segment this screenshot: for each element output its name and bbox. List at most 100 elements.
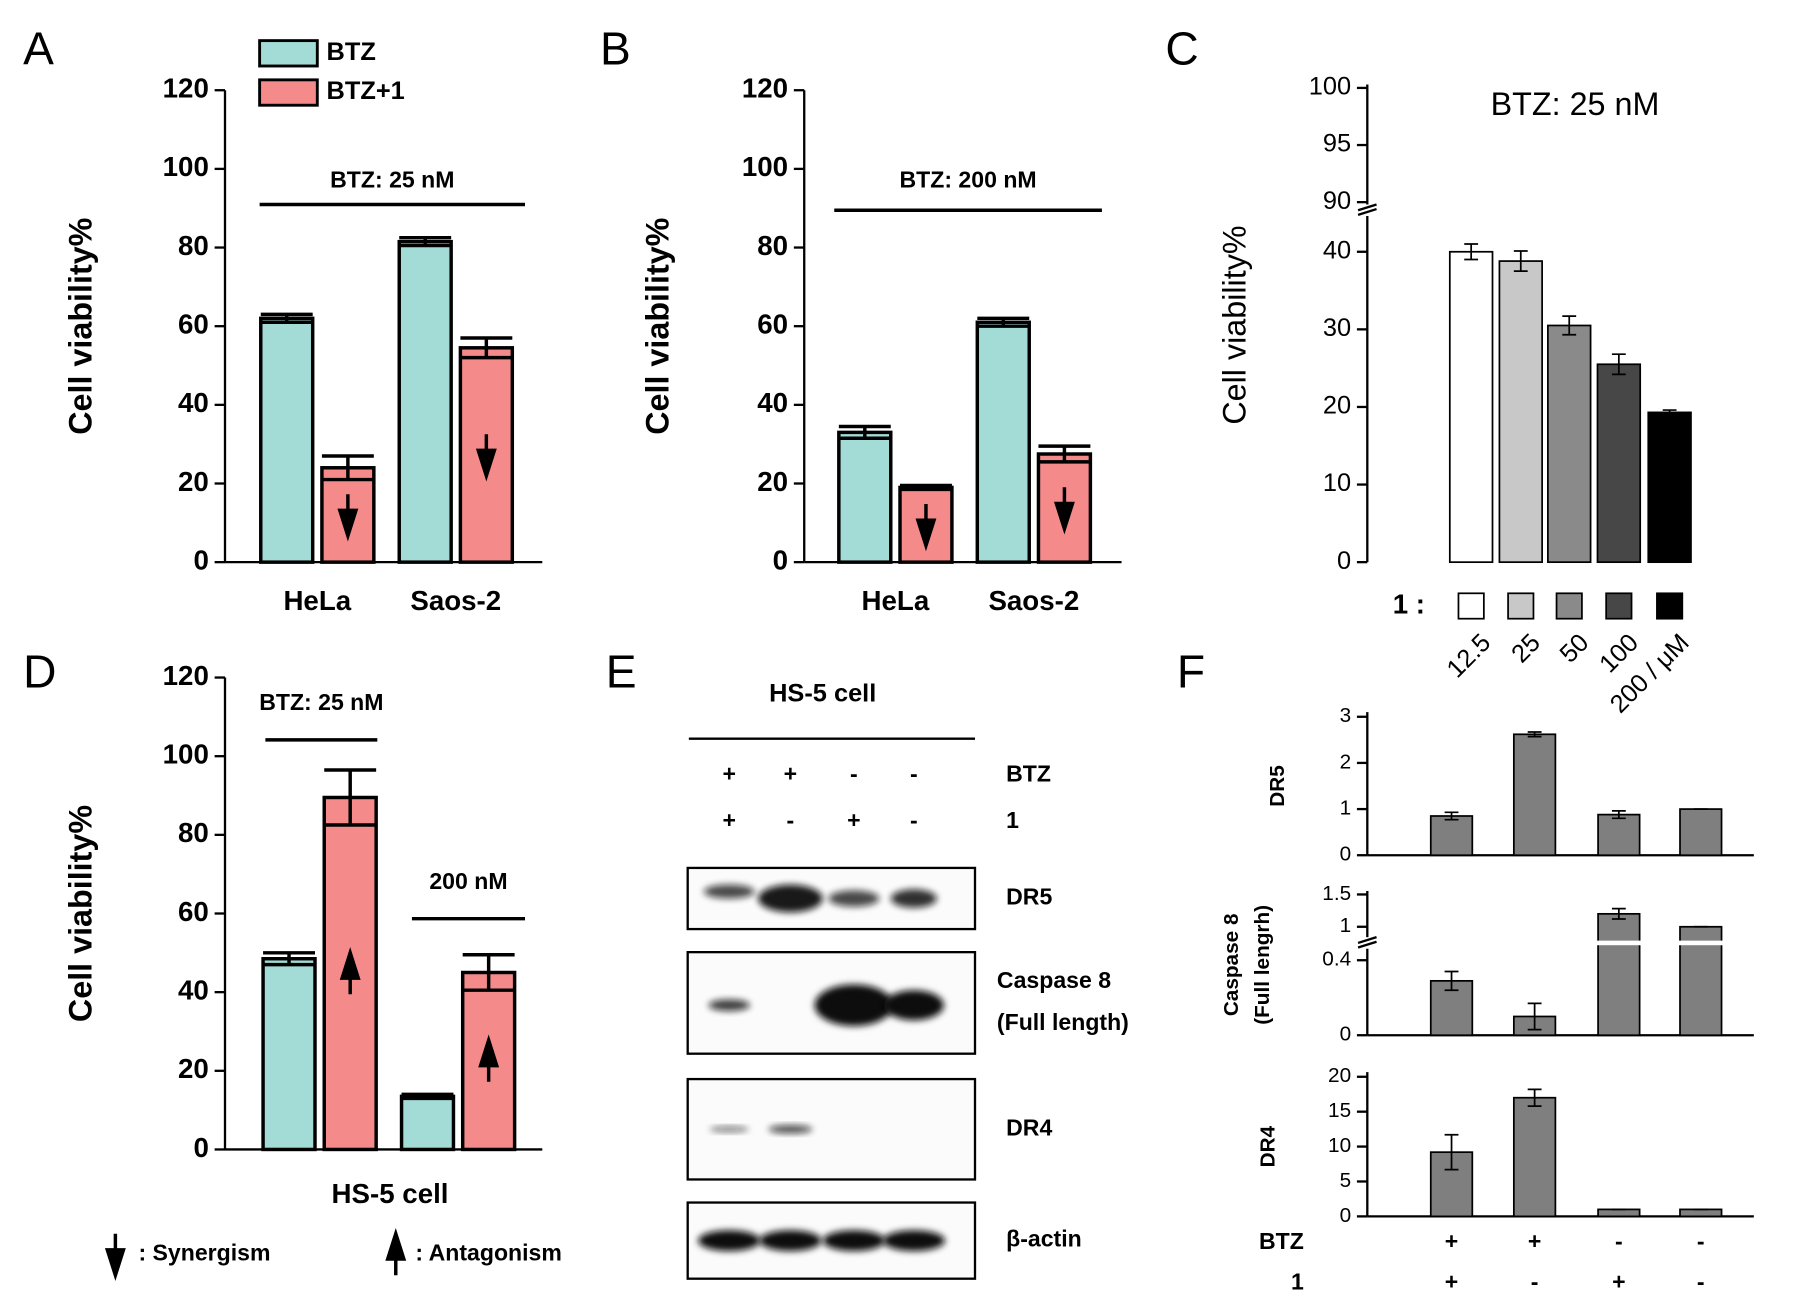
error-bar xyxy=(1444,811,1459,821)
bar xyxy=(261,956,317,1152)
condition-sign: + xyxy=(784,761,797,787)
error-bar xyxy=(1611,353,1626,376)
bar xyxy=(1512,733,1557,857)
y-tick-label: 10 xyxy=(1328,1134,1351,1157)
panel-letter: E xyxy=(606,645,637,697)
blot-title: HS-5 cell xyxy=(769,680,876,708)
error-bar xyxy=(838,424,891,441)
error-bar xyxy=(1611,907,1626,920)
condition-sign: + xyxy=(847,807,860,833)
y-tick-label: 0 xyxy=(1340,1023,1352,1046)
legend-swatch xyxy=(1555,592,1583,620)
error-bar xyxy=(1527,731,1542,738)
legend-swatch xyxy=(258,39,319,68)
y-axis-label: DR4 xyxy=(1257,1125,1280,1167)
bar xyxy=(1448,250,1494,564)
y-tick-label: 2 xyxy=(1340,750,1352,773)
condition-label: 1 xyxy=(1291,1268,1304,1294)
legend-label: BTZ+1 xyxy=(327,77,405,105)
y-tick-label: 100 xyxy=(742,151,788,182)
y-tick-label: 15 xyxy=(1328,1099,1351,1122)
condition-sign: - xyxy=(1697,1268,1705,1294)
blot-band xyxy=(698,1230,761,1251)
condition-sign: - xyxy=(787,807,795,833)
condition-label: BTZ xyxy=(1259,1228,1304,1254)
y-tick-label: 80 xyxy=(757,230,788,261)
error-bar xyxy=(1513,250,1528,273)
bar xyxy=(1429,815,1474,857)
blot-band xyxy=(883,990,944,1021)
error-bar xyxy=(324,768,377,827)
synergism-arrow xyxy=(104,1233,126,1281)
y-tick-label: 10 xyxy=(1323,469,1351,497)
panel-letter: D xyxy=(23,645,56,697)
blot-band xyxy=(759,1230,822,1251)
y-tick-label: 40 xyxy=(757,387,788,418)
blot-band xyxy=(703,884,755,899)
condition-sign: - xyxy=(1697,1228,1705,1254)
bar-break xyxy=(1677,940,1724,946)
legend-swatch xyxy=(258,78,319,107)
annotation: BTZ: 200 nM xyxy=(900,166,1037,192)
band-label: β-actin xyxy=(1006,1226,1082,1252)
y-tick-label: 95 xyxy=(1323,130,1351,158)
axis-break xyxy=(1357,940,1377,949)
y-tick-label: 100 xyxy=(163,739,209,770)
y-tick-label: 0 xyxy=(773,544,788,575)
bar xyxy=(1547,324,1592,564)
y-tick-label: 1 xyxy=(1340,914,1352,937)
error-bar xyxy=(1444,1133,1459,1171)
bar xyxy=(259,316,315,564)
blot-band xyxy=(882,1230,945,1251)
condition-sign: - xyxy=(910,807,918,833)
chart-title: BTZ: 25 nM xyxy=(1491,86,1660,122)
annotation: BTZ: 25 nM xyxy=(259,689,383,715)
condition-sign: + xyxy=(722,761,735,787)
y-tick-label: 0 xyxy=(193,544,208,575)
y-axis-label: Cell viability% xyxy=(63,218,99,435)
bar xyxy=(1512,1096,1557,1218)
condition-label: 1 xyxy=(1006,807,1019,833)
legend-label: BTZ xyxy=(327,38,376,66)
x-tick-label: HeLa xyxy=(283,585,351,616)
y-tick-label: 1.5 xyxy=(1322,882,1351,905)
y-tick-label: 20 xyxy=(178,466,209,497)
bar xyxy=(1498,260,1543,564)
y-tick-label: 1 xyxy=(1340,797,1352,820)
bar-break xyxy=(1595,940,1642,946)
y-axis-label: (Full lengrh) xyxy=(1251,905,1274,1025)
antagonism-arrow xyxy=(385,1227,407,1276)
antagonism-arrow xyxy=(339,946,361,995)
condition-sign: - xyxy=(1531,1268,1539,1294)
note: : Synergism xyxy=(138,1240,270,1266)
synergism-arrow xyxy=(915,504,937,552)
error-bar xyxy=(977,316,1030,328)
blot-band xyxy=(768,1125,813,1134)
bar xyxy=(1597,813,1641,857)
bar xyxy=(1679,808,1723,857)
y-tick-label: 120 xyxy=(163,73,209,104)
axis-break xyxy=(1357,936,1377,945)
y-tick-label: 40 xyxy=(178,387,209,418)
blot-band xyxy=(814,984,894,1026)
axis-break xyxy=(1357,203,1377,212)
condition-label: BTZ xyxy=(1006,761,1051,787)
error-bar xyxy=(1562,315,1577,336)
blot-band xyxy=(709,1126,749,1133)
y-tick-label: 60 xyxy=(178,309,209,340)
y-tick-label: 0 xyxy=(193,1132,208,1163)
y-tick-label: 40 xyxy=(178,974,209,1005)
y-tick-label: 80 xyxy=(178,230,209,261)
panel-letter: C xyxy=(1165,22,1198,74)
error-bar xyxy=(1464,243,1479,261)
x-axis-label: HS-5 cell xyxy=(332,1178,449,1209)
condition-sign: + xyxy=(1445,1268,1458,1294)
band-label: Caspase 8 xyxy=(997,967,1111,993)
error-bar xyxy=(1527,1002,1542,1031)
panel-letter: F xyxy=(1177,645,1205,697)
blot-band xyxy=(822,1230,885,1251)
error-bar xyxy=(260,312,313,324)
blot-band xyxy=(890,889,937,908)
band-label: DR4 xyxy=(1006,1114,1052,1140)
error-bar xyxy=(462,953,515,992)
